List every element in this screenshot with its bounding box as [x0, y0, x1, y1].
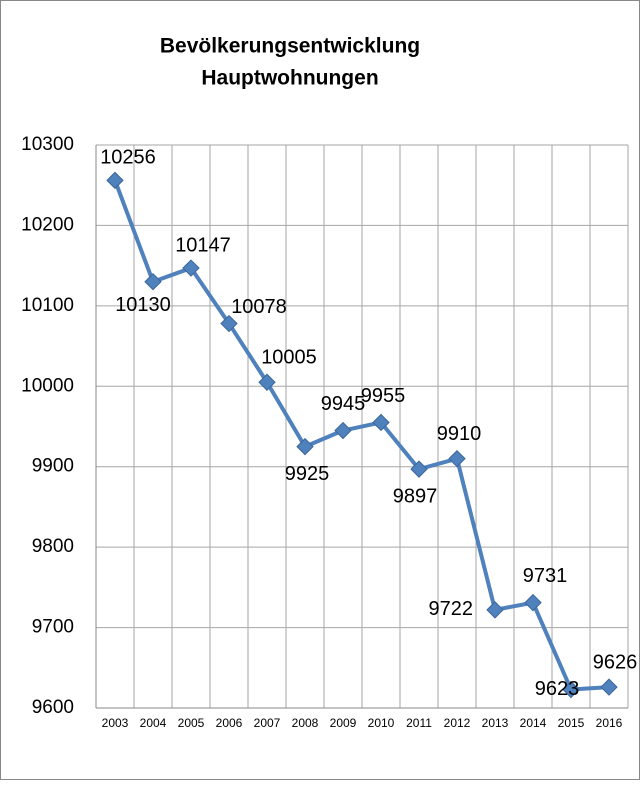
data-label: 9722 [429, 598, 474, 620]
data-marker [106, 171, 124, 190]
data-label: 9945 [321, 393, 366, 415]
x-tick-label: 2009 [330, 716, 357, 730]
x-tick-label: 2004 [140, 716, 167, 730]
data-marker [562, 680, 580, 699]
data-marker [182, 259, 200, 277]
data-label: 9623 [535, 678, 580, 700]
x-tick-label: 2013 [482, 716, 509, 730]
data-label: 10147 [175, 234, 231, 256]
data-marker [144, 273, 162, 291]
data-label: 9626 [593, 651, 638, 673]
x-tick-label: 2003 [102, 716, 129, 730]
data-label: 10256 [100, 147, 156, 169]
y-tick-label: 10000 [21, 375, 74, 396]
x-tick-label: 2014 [520, 716, 547, 730]
y-tick-label: 9800 [32, 536, 74, 557]
chart-title: Hauptwohnungen [201, 67, 378, 90]
data-marker [486, 601, 504, 619]
x-tick-label: 2008 [292, 716, 319, 730]
x-tick-label: 2006 [216, 716, 243, 730]
x-tick-label: 2016 [596, 716, 623, 730]
x-tick-label: 2010 [368, 716, 395, 730]
data-marker [334, 421, 352, 440]
data-marker [372, 413, 390, 432]
data-marker [296, 437, 314, 456]
data-marker [524, 593, 542, 612]
y-tick-label: 9900 [32, 456, 74, 477]
data-marker [220, 314, 238, 333]
x-tick-label: 2015 [558, 716, 585, 730]
data-label: 9925 [285, 463, 330, 485]
data-marker [410, 460, 428, 478]
data-label: 9897 [393, 485, 438, 507]
data-marker [258, 373, 276, 391]
data-label: 10078 [231, 296, 287, 318]
x-tick-label: 2011 [406, 716, 432, 730]
y-tick-label: 9600 [32, 697, 74, 718]
y-tick-label: 10300 [21, 134, 74, 155]
data-marker [448, 449, 466, 468]
x-tick-label: 2012 [444, 716, 471, 730]
data-label: 9731 [523, 565, 568, 587]
x-tick-label: 2005 [178, 716, 205, 730]
x-tick-label: 2007 [254, 716, 281, 730]
data-label: 10130 [115, 294, 171, 316]
y-tick-label: 10100 [21, 295, 74, 316]
data-label: 9910 [437, 423, 482, 445]
y-tick-label: 9700 [32, 617, 74, 638]
data-marker [600, 678, 618, 696]
chart-title: Bevölkerungsentwicklung [160, 35, 420, 58]
data-label: 9955 [361, 385, 406, 407]
y-tick-label: 10200 [21, 214, 74, 235]
data-label: 10005 [261, 347, 317, 369]
